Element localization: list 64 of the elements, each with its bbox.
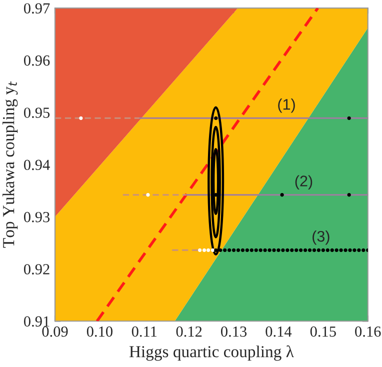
point bbox=[202, 248, 206, 252]
y-tick-label: 0.91 bbox=[24, 316, 50, 327]
x-axis-title: Higgs quartic coupling λ bbox=[129, 345, 294, 361]
point bbox=[198, 248, 202, 252]
point bbox=[330, 248, 334, 252]
series-label: (3) bbox=[312, 230, 330, 245]
point bbox=[79, 116, 83, 120]
x-tick-label: 0.13 bbox=[221, 326, 247, 337]
point bbox=[298, 248, 303, 252]
point bbox=[250, 248, 254, 252]
point bbox=[245, 248, 250, 252]
point bbox=[326, 248, 330, 252]
y-axis-title: Top Yukawa coupling y$_{t}$ bbox=[2, 81, 18, 248]
y-tick-label: 0.92 bbox=[24, 264, 50, 274]
point bbox=[263, 248, 267, 252]
point bbox=[210, 248, 215, 252]
point bbox=[312, 248, 316, 252]
point bbox=[347, 193, 351, 197]
point bbox=[218, 248, 222, 252]
point bbox=[316, 248, 321, 252]
point bbox=[286, 248, 290, 252]
point bbox=[303, 248, 308, 252]
point bbox=[280, 193, 284, 197]
point bbox=[348, 248, 352, 252]
x-tick-label: 0.11 bbox=[132, 326, 157, 337]
x-tick-label: 0.14 bbox=[266, 326, 292, 337]
y-tick-label: 0.96 bbox=[24, 55, 50, 66]
y-tick-label: 0.93 bbox=[24, 212, 50, 222]
point bbox=[339, 248, 343, 252]
point bbox=[236, 248, 240, 252]
series-label: (2) bbox=[295, 175, 312, 190]
y-tick-label: 0.95 bbox=[24, 108, 50, 118]
series-label: (1) bbox=[278, 98, 295, 113]
point bbox=[281, 248, 285, 252]
point bbox=[214, 248, 218, 252]
x-tick-label: 0.16 bbox=[355, 326, 381, 337]
y-tick-label: 0.94 bbox=[24, 160, 50, 170]
point bbox=[334, 248, 338, 252]
point bbox=[347, 116, 351, 120]
point bbox=[321, 248, 326, 252]
point bbox=[344, 248, 348, 252]
point bbox=[362, 248, 366, 252]
point bbox=[227, 248, 232, 252]
x-tick-label: 0.12 bbox=[176, 326, 202, 337]
point bbox=[254, 248, 258, 252]
point bbox=[223, 248, 227, 252]
point bbox=[232, 248, 236, 252]
point bbox=[357, 248, 361, 252]
x-tick-label: 0.10 bbox=[86, 326, 112, 337]
point bbox=[290, 248, 294, 252]
point bbox=[308, 248, 312, 252]
point bbox=[352, 248, 356, 252]
point bbox=[294, 248, 298, 252]
point bbox=[206, 248, 210, 252]
y-tick-label: 0.97 bbox=[24, 3, 50, 14]
point bbox=[258, 248, 262, 252]
x-tick-label: 0.15 bbox=[310, 326, 336, 337]
point bbox=[276, 248, 280, 252]
point bbox=[146, 193, 150, 197]
point bbox=[214, 116, 218, 120]
point bbox=[268, 248, 272, 252]
x-tick-label: 0.09 bbox=[42, 326, 68, 337]
point bbox=[240, 248, 245, 252]
point bbox=[272, 248, 276, 252]
